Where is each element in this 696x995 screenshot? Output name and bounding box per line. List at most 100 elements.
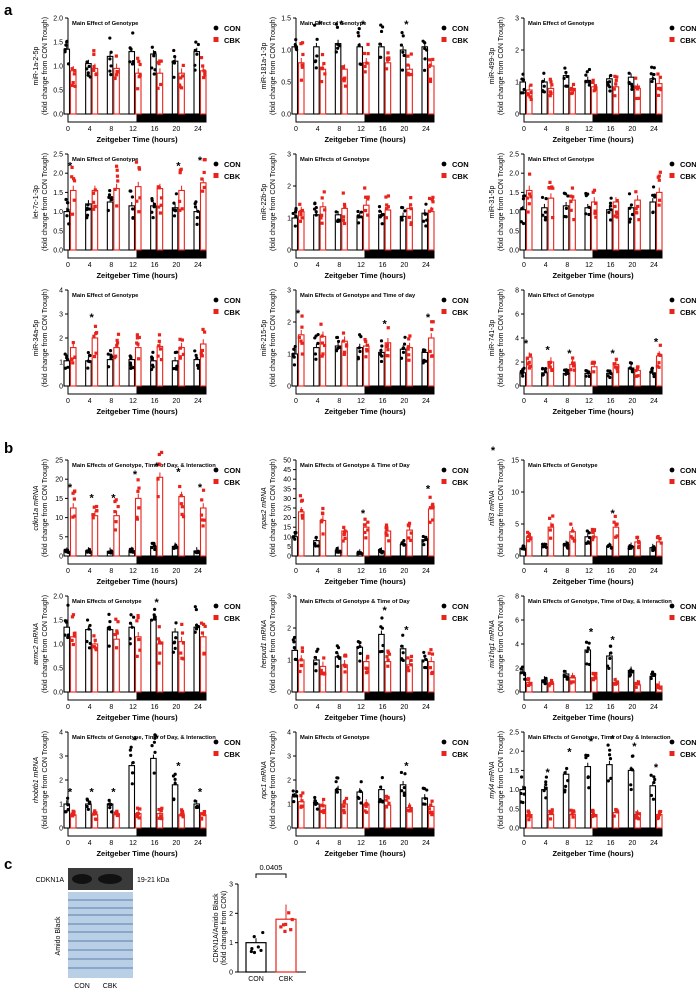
point-cbk: [341, 331, 346, 335]
point-cbk: [320, 341, 325, 345]
point-con: [174, 545, 178, 549]
point-cbk: [526, 210, 530, 214]
light-phase-bar: [295, 691, 366, 701]
significance-star: *: [654, 337, 659, 349]
point-con: [249, 949, 253, 954]
legend-cbk-marker: [441, 309, 447, 314]
point-cbk: [592, 535, 596, 539]
point-con: [541, 373, 545, 377]
point-con: [630, 670, 634, 674]
point-con: [421, 539, 425, 543]
point-con: [402, 346, 406, 350]
point-cbk: [366, 213, 370, 217]
point-con: [129, 363, 133, 367]
point-con: [88, 800, 92, 804]
point-con: [65, 357, 70, 362]
point-cbk: [320, 52, 325, 57]
panel-label-a: a: [4, 2, 13, 19]
legend-con-marker: [669, 739, 675, 745]
point-cbk: [593, 814, 598, 818]
blot-kda-label: 19-21 kDa: [137, 877, 169, 884]
legend-con-label: CON: [680, 296, 696, 305]
point-con: [67, 222, 71, 226]
point-con: [544, 780, 548, 784]
point-cbk: [70, 83, 74, 88]
light-phase-bar: [295, 827, 366, 837]
point-cbk: [283, 929, 287, 933]
point-cbk: [72, 198, 76, 202]
point-con: [400, 218, 404, 222]
point-cbk: [614, 523, 618, 527]
point-cbk: [298, 202, 302, 206]
point-cbk: [551, 216, 555, 220]
point-cbk: [320, 221, 324, 225]
point-cbk: [614, 82, 618, 86]
point-con: [628, 670, 632, 674]
y-tick-label: 1: [287, 658, 291, 665]
bar-cbk: [178, 189, 185, 251]
bar-cbk: [384, 62, 392, 115]
y-tick-label: 0: [59, 826, 63, 833]
point-con: [86, 350, 90, 355]
point-cbk: [136, 489, 140, 493]
point-cbk: [91, 513, 95, 517]
y-axis-title: let-7c-1-3p: [33, 185, 40, 219]
point-cbk: [92, 354, 97, 359]
point-con: [357, 346, 361, 350]
point-cbk: [615, 681, 619, 686]
chart-title: Main Effects of Genotype, Time of Day, &…: [72, 463, 216, 469]
point-cbk: [634, 814, 638, 818]
point-con: [153, 547, 157, 552]
point-cbk: [299, 42, 303, 46]
y-tick-label: 2: [287, 184, 291, 191]
point-con: [606, 369, 610, 373]
bar-cbk: [590, 366, 598, 387]
point-cbk: [431, 200, 435, 204]
point-con: [85, 618, 90, 622]
x-tick-label: 8: [109, 262, 113, 269]
point-cbk: [409, 538, 413, 543]
point-cbk: [429, 648, 433, 652]
bar-con: [291, 649, 299, 693]
point-con: [65, 39, 69, 43]
point-cbk: [430, 671, 434, 676]
point-cbk: [320, 672, 324, 676]
blot-image: CDKN1A 19-21 kDa Amido Black CON CBK: [36, 868, 169, 990]
point-cbk: [590, 527, 595, 532]
point-cbk: [614, 78, 618, 82]
point-con: [193, 48, 197, 52]
point-cbk: [637, 540, 641, 545]
y-tick-label: 0.0: [53, 690, 63, 697]
point-con: [379, 359, 384, 364]
x-tick-label: 0: [294, 262, 298, 269]
light-phase-bar: [67, 385, 138, 395]
significance-star: *: [339, 19, 344, 31]
x-tick-label: 24: [194, 398, 202, 405]
point-con: [153, 615, 157, 619]
point-con: [336, 664, 340, 669]
x-tick-label: 4: [316, 568, 320, 575]
point-con: [584, 756, 588, 760]
x-tick-label: 16: [607, 840, 615, 847]
legend-cbk-label: CBK: [224, 308, 241, 317]
bar-cbk: [547, 526, 555, 557]
bar-con: [106, 359, 114, 387]
point-cbk: [319, 79, 324, 84]
point-con: [129, 745, 133, 749]
point-cbk: [115, 168, 119, 172]
point-con: [650, 369, 654, 373]
point-cbk: [320, 334, 324, 338]
point-con: [196, 42, 200, 47]
light-phase-bar: [67, 249, 138, 259]
point-cbk: [116, 179, 120, 183]
x-tick-label: 16: [151, 126, 159, 133]
point-cbk: [656, 93, 661, 98]
x-tick-label: 0: [522, 262, 526, 269]
legend-con-marker: [441, 25, 447, 31]
x-tick-label: 8: [109, 398, 113, 405]
point-cbk: [91, 516, 95, 520]
point-cbk: [655, 364, 659, 368]
point-con: [424, 665, 428, 670]
point-cbk: [342, 811, 346, 815]
point-cbk: [364, 339, 368, 344]
